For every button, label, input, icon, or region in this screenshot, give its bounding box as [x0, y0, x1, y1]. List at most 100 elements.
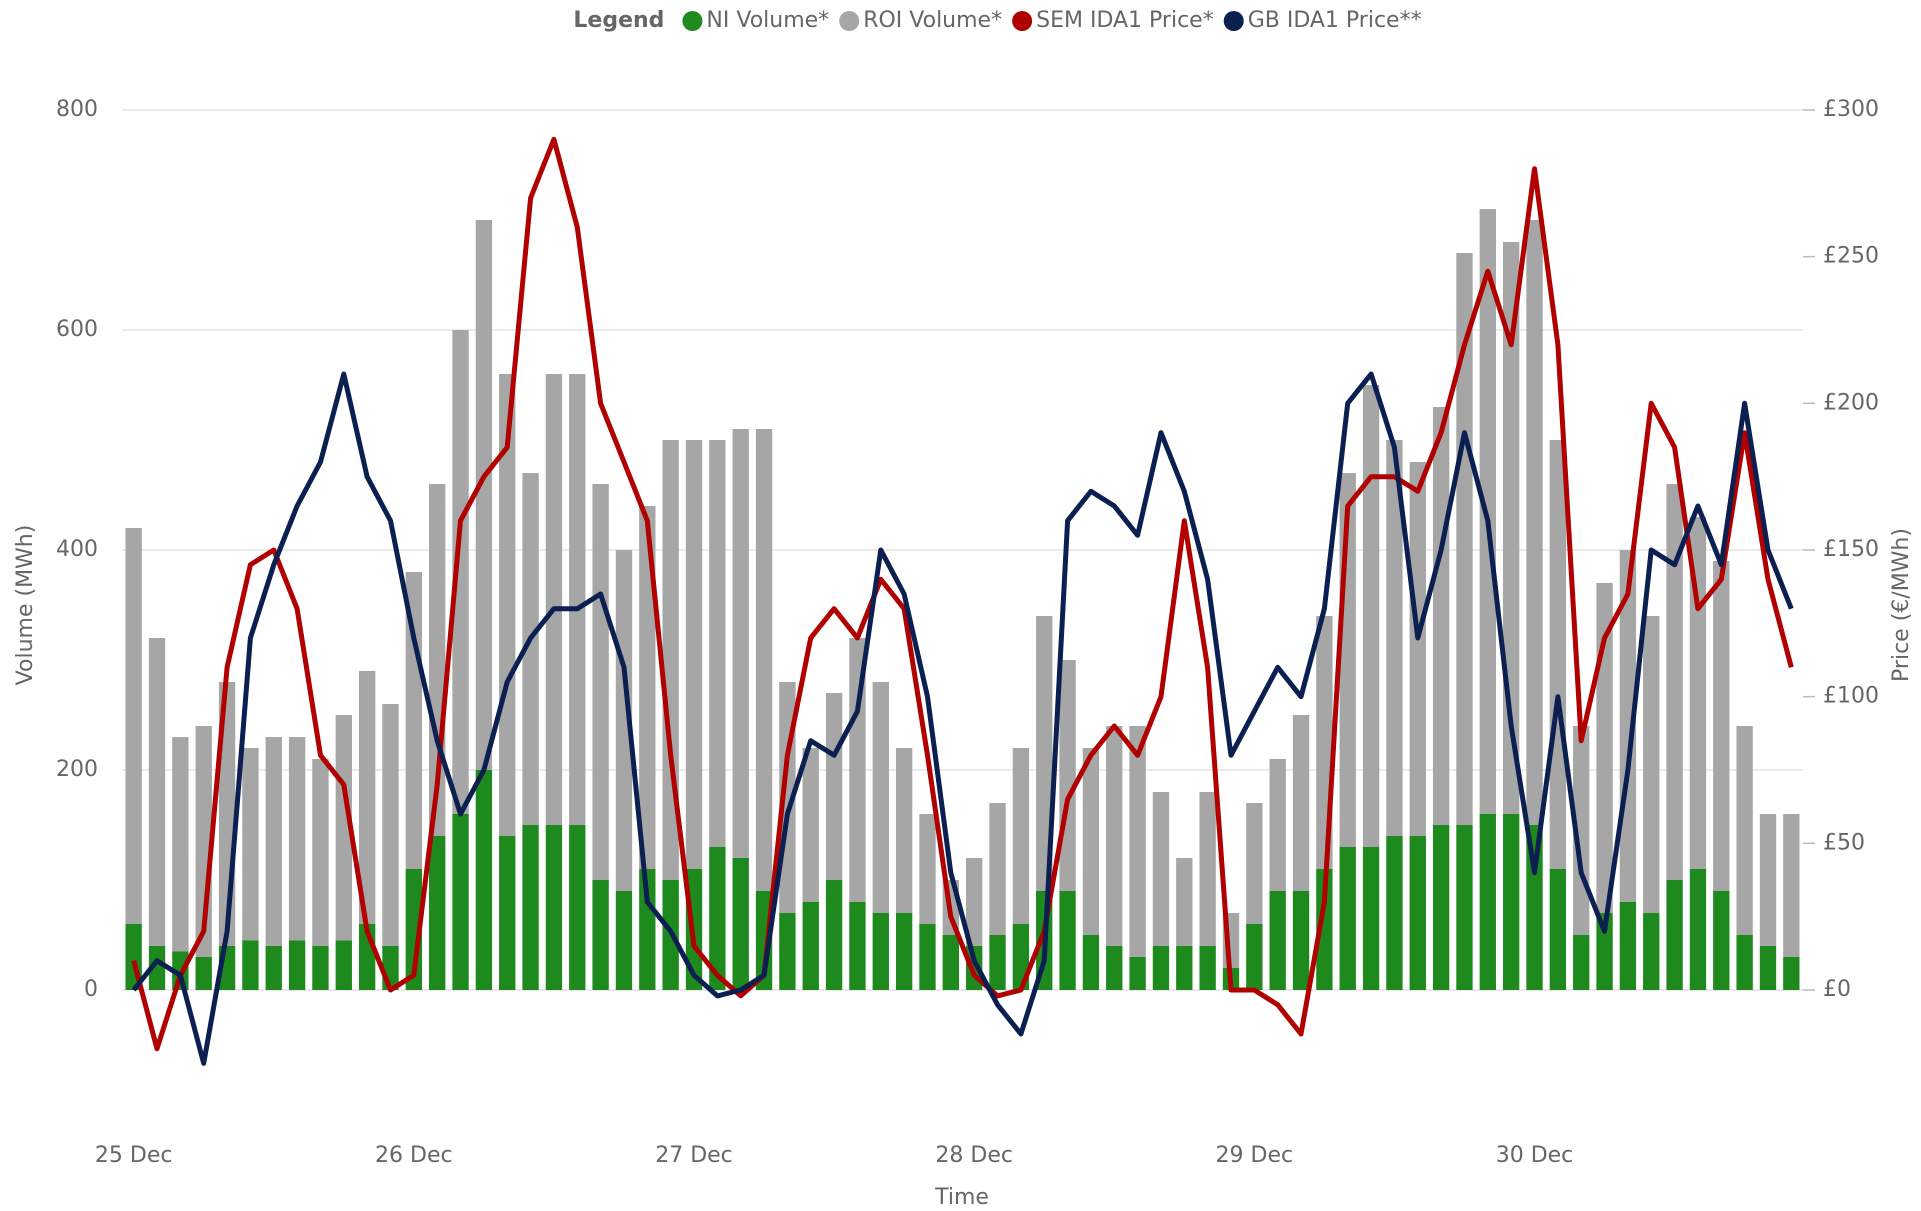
bar — [1549, 869, 1567, 990]
bar — [755, 429, 773, 891]
bar — [452, 330, 469, 814]
legend-title: Legend — [573, 8, 664, 33]
bar — [382, 704, 399, 946]
y2-tick-label: £0 — [1823, 977, 1851, 1002]
bar — [1106, 726, 1123, 946]
bar — [1292, 715, 1310, 891]
bar — [1502, 814, 1520, 990]
y2-tick-label: £250 — [1823, 244, 1879, 269]
bar — [802, 748, 819, 902]
bar — [1713, 561, 1730, 891]
legend-label: GB IDA1 Price** — [1248, 8, 1422, 33]
bar — [989, 803, 1006, 935]
x-tick-label: 26 Dec — [375, 1143, 453, 1168]
line — [131, 136, 1794, 1052]
line — [131, 371, 1794, 1066]
bar — [1246, 924, 1263, 990]
bar — [1082, 935, 1100, 990]
y-tick-label: 600 — [56, 317, 98, 342]
bar — [452, 814, 469, 990]
bar — [1152, 946, 1170, 990]
legend-marker — [1012, 11, 1033, 31]
bar — [895, 748, 913, 913]
bar — [1479, 814, 1496, 990]
bar — [312, 946, 329, 990]
bar — [242, 940, 259, 990]
bar — [1573, 935, 1590, 990]
bar — [312, 759, 329, 946]
legend-label: SEM IDA1 Price* — [1036, 8, 1214, 33]
bar — [732, 858, 749, 990]
y2-tick-label: £300 — [1823, 97, 1879, 122]
bar — [1643, 913, 1660, 990]
bar — [1759, 946, 1777, 990]
bar — [1713, 891, 1730, 990]
bar — [148, 638, 166, 946]
bar — [1199, 792, 1216, 946]
y-tick-label: 200 — [56, 757, 98, 782]
bar — [475, 770, 493, 990]
bar — [1246, 803, 1263, 924]
bar — [288, 940, 306, 990]
bar — [1666, 484, 1683, 880]
bar — [1059, 660, 1076, 891]
bar — [1176, 858, 1193, 946]
bar — [872, 682, 889, 913]
bar — [639, 506, 656, 869]
bar — [1643, 616, 1660, 913]
bar — [849, 638, 866, 902]
bar — [1432, 407, 1450, 825]
bar — [592, 880, 609, 990]
bar — [639, 869, 656, 990]
legend-marker — [682, 11, 703, 31]
bar — [1176, 946, 1193, 990]
bar — [1129, 726, 1146, 957]
y-tick-label: 0 — [84, 977, 98, 1002]
bar — [288, 737, 306, 941]
bar — [1409, 462, 1426, 836]
y2-tick-label: £100 — [1823, 684, 1879, 709]
y2-axis-title: Price (€/MWh) — [1889, 528, 1914, 682]
bar — [1456, 253, 1473, 825]
bar — [499, 374, 516, 836]
bar — [569, 825, 586, 990]
bar — [989, 935, 1006, 990]
bar — [265, 946, 282, 990]
bar — [779, 913, 796, 990]
y2-tick-label: £200 — [1823, 390, 1879, 415]
bar — [1783, 814, 1800, 957]
bar — [872, 913, 889, 990]
bar — [825, 880, 843, 990]
bar — [592, 484, 609, 880]
bar — [1736, 726, 1753, 935]
legend-label: ROI Volume* — [863, 8, 1002, 33]
y-tick-label: 400 — [56, 537, 98, 562]
y2-tick-label: £50 — [1823, 830, 1865, 855]
bar — [125, 528, 142, 924]
bar — [265, 737, 282, 946]
y-axis-title: Volume (MWh) — [13, 525, 38, 686]
bar — [1456, 825, 1473, 990]
bar — [429, 836, 446, 990]
bar — [1362, 385, 1380, 847]
bar — [499, 836, 516, 990]
bar — [522, 825, 539, 990]
bar — [1362, 847, 1380, 990]
bar — [148, 946, 166, 990]
bar — [545, 374, 563, 825]
bar — [195, 957, 212, 990]
bar — [1526, 220, 1543, 825]
bar — [1199, 946, 1216, 990]
x-tick-label: 28 Dec — [935, 1143, 1013, 1168]
bar — [709, 847, 726, 990]
bar — [1316, 869, 1333, 990]
bar — [358, 671, 376, 924]
bar — [1386, 836, 1403, 990]
bar — [1689, 869, 1707, 990]
bar — [475, 220, 493, 770]
x-tick-label: 30 Dec — [1496, 1143, 1574, 1168]
legend-label: NI Volume* — [706, 8, 829, 33]
bar — [1059, 891, 1076, 990]
bar — [615, 550, 633, 891]
